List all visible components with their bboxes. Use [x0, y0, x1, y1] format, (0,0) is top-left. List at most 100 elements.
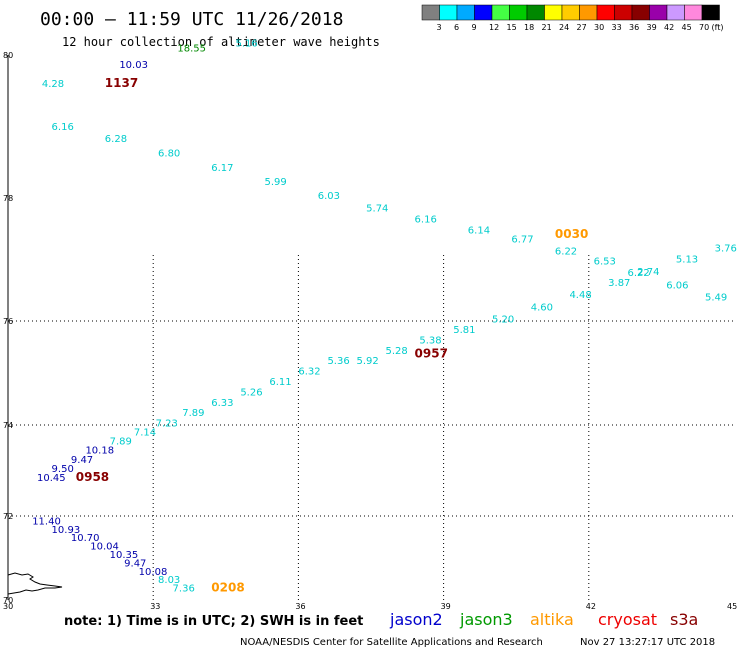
scale-label: 12 [489, 23, 499, 32]
page-subtitle: 12 hour collection of altimeter wave hei… [62, 35, 380, 49]
scale-swatch [439, 4, 458, 21]
scale-label: 30 [594, 23, 604, 32]
lat-tick-label: 78 [3, 194, 13, 203]
lat-tick-label: 76 [3, 317, 13, 326]
lon-tick-label: 42 [586, 602, 596, 611]
wave-height-value: 5.26 [240, 387, 262, 398]
scale-swatch [456, 4, 475, 21]
wave-height-value: 7.89 [182, 408, 204, 419]
scale-swatch [491, 4, 510, 21]
wave-height-value: 5.28 [386, 346, 408, 357]
wave-height-value: 9.50 [52, 464, 74, 475]
wave-height-value: 7.23 [156, 418, 178, 429]
scale-swatch [509, 4, 528, 21]
wave-height-value: 10.04 [90, 542, 119, 553]
pass-time-label: 0957 [415, 346, 448, 360]
scale-label: 9 [472, 23, 477, 32]
pass-time-label: 1137 [105, 76, 138, 90]
lat-tick-label: 72 [3, 512, 13, 521]
scale-swatch [526, 4, 545, 21]
wave-height-value: 5.38 [419, 335, 441, 346]
lon-tick-label: 39 [441, 602, 451, 611]
wave-height-value: 6.17 [211, 163, 233, 174]
swath-values: 4.28 10.03 18.55 5.16 6.16 6.28 6.80 6.17 5.99 6.… [32, 39, 737, 595]
pass-time-labels: 1137 0030 0957 0958 0208 [76, 76, 589, 594]
scale-label: 6 [454, 23, 459, 32]
coastline-island [7, 572, 63, 595]
wave-height-value: 10.08 [139, 567, 168, 578]
wave-height-value: 10.93 [52, 525, 81, 536]
pass-time-label: 0208 [211, 581, 244, 595]
wave-height-value: 6.14 [468, 226, 490, 237]
wave-height-value: 10.35 [110, 550, 139, 561]
wave-height-value: 6.06 [666, 280, 688, 291]
wave-height-value: 6.16 [52, 122, 74, 133]
wave-height-value: 5.20 [492, 315, 514, 326]
scale-label: 39 [647, 23, 657, 32]
wave-height-value: 10.70 [71, 533, 100, 544]
lon-tick-label: 33 [150, 602, 160, 611]
lat-tick-label: 70 [3, 596, 13, 605]
scale-label: 45 [682, 23, 692, 32]
wave-height-value: 2.74 [637, 267, 659, 278]
wave-height-value: 4.48 [569, 290, 591, 301]
grid-lines [8, 255, 734, 600]
wave-height-value: 6.28 [105, 134, 127, 145]
scale-label: 33 [612, 23, 622, 32]
satellite-legend: jason2 jason3 altika cryosat s3a [389, 610, 698, 629]
color-scale-legend: 3 6 9 12 15 18 21 24 27 30 33 36 39 42 45 70 (ft) [421, 4, 724, 32]
scale-label: 42 [664, 23, 674, 32]
wave-height-value: 5.92 [356, 356, 378, 367]
wave-height-value: 5.99 [265, 177, 287, 188]
wave-height-value: 6.03 [318, 191, 340, 202]
scale-swatch [684, 4, 703, 21]
pass-time-label: 0958 [76, 470, 109, 484]
satellite-legend-item: altika [530, 610, 574, 629]
wave-height-value: 5.74 [366, 204, 388, 215]
wave-height-value: 11.40 [32, 516, 61, 527]
wave-height-value: 10.18 [85, 446, 114, 457]
scale-swatch [614, 4, 633, 21]
scale-label: 15 [507, 23, 517, 32]
scale-label: 18 [524, 23, 534, 32]
wave-height-value: 7.14 [134, 427, 156, 438]
scale-swatch [701, 4, 720, 21]
scale-label: 70 [699, 23, 709, 32]
footer-note: note: 1) Time is in UTC; 2) SWH is in fe… [64, 614, 363, 629]
scale-swatch [579, 4, 598, 21]
scale-swatch [649, 4, 668, 21]
scale-label: 24 [559, 23, 569, 32]
wave-height-value: 6.16 [415, 215, 437, 226]
wave-height-value: 8.03 [158, 575, 180, 586]
wave-height-value: 6.80 [158, 149, 180, 160]
lon-tick-label: 36 [295, 602, 305, 611]
lon-tick-label: 30 [3, 602, 13, 611]
lon-tick-label: 45 [727, 602, 737, 611]
scale-swatch [474, 4, 493, 21]
page-title: 00:00 – 11:59 UTC 11/26/2018 [40, 9, 343, 30]
wave-height-value: 5.49 [705, 293, 727, 304]
wave-height-value: 7.36 [173, 584, 195, 595]
scale-swatch [561, 4, 580, 21]
scale-label: 36 [629, 23, 639, 32]
wave-height-value: 6.22 [628, 268, 650, 279]
wave-height-value: 5.36 [327, 356, 349, 367]
wave-height-value: 9.47 [71, 455, 93, 466]
scale-swatch [421, 4, 440, 21]
scale-swatch [631, 4, 650, 21]
scale-label: (ft) [712, 23, 724, 32]
scale-swatch [666, 4, 685, 21]
wave-height-value: 5.81 [453, 325, 475, 336]
wave-height-value: 6.33 [211, 398, 233, 409]
wave-height-value: 5.13 [676, 255, 698, 266]
wave-height-value: 5.16 [235, 39, 257, 50]
wave-height-value: 10.03 [119, 60, 148, 71]
scale-label: 21 [542, 23, 552, 32]
wave-height-value: 10.45 [37, 473, 66, 484]
scale-label: 27 [577, 23, 587, 32]
credit-line: NOAA/NESDIS Center for Satellite Applica… [240, 637, 543, 648]
satellite-legend-item: jason3 [459, 610, 513, 629]
timestamp: Nov 27 13:27:17 UTC 2018 [580, 637, 715, 648]
